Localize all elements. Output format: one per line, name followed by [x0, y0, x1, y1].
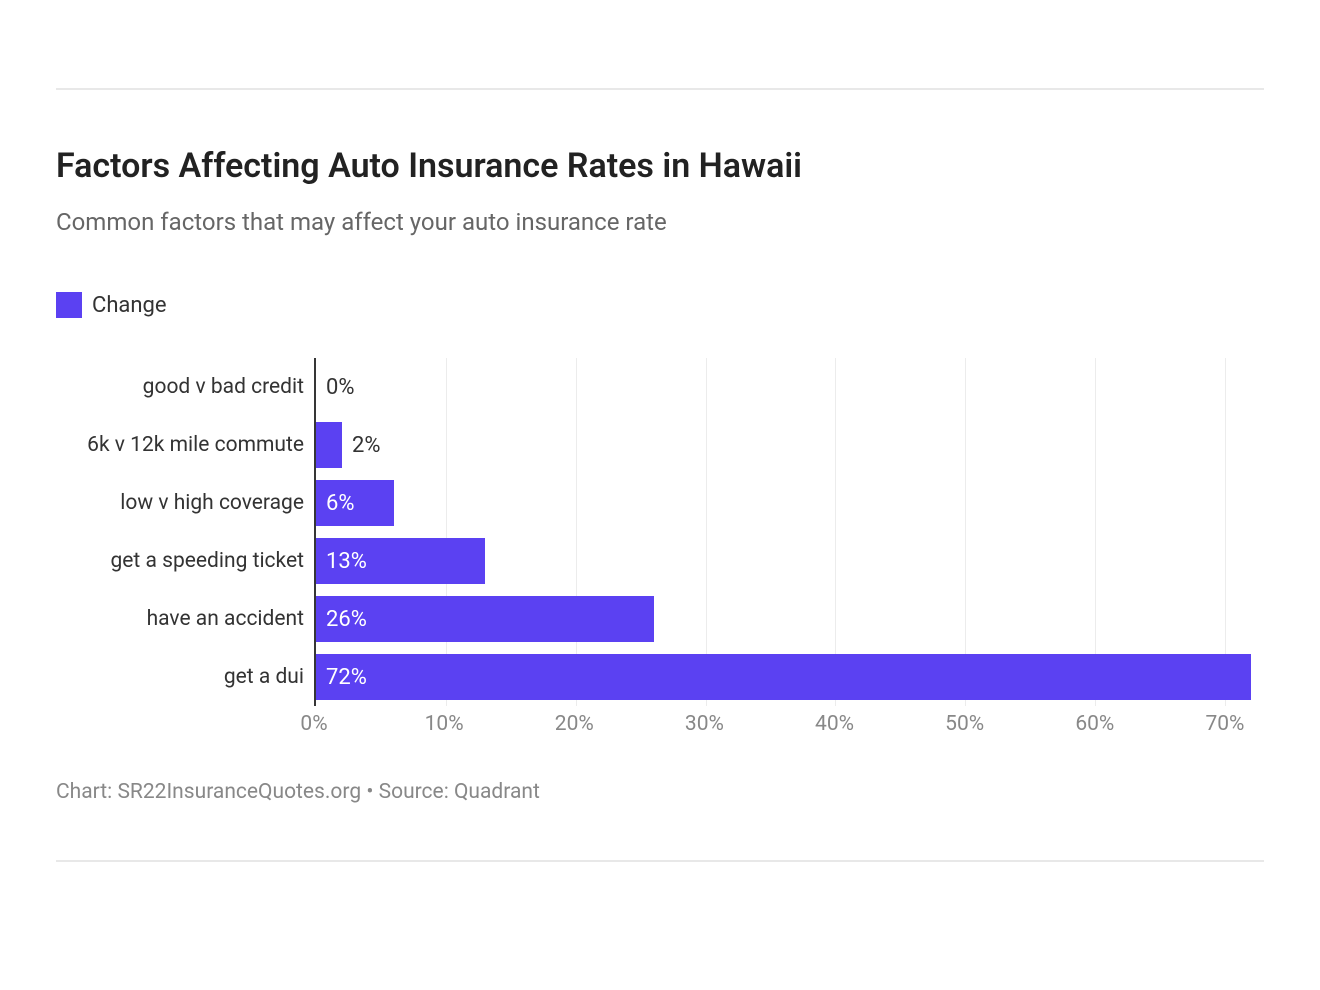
bar-value-label: 0%	[316, 375, 354, 400]
x-tick-label: 40%	[815, 712, 854, 736]
x-tick-label: 50%	[945, 712, 984, 736]
bar: 6%	[316, 480, 394, 526]
bar-value-label: 26%	[316, 607, 367, 632]
category-label: 6k v 12k mile commute	[56, 416, 304, 474]
bar-row: 13%	[316, 532, 1264, 590]
bar-row: 0%	[316, 358, 1264, 416]
legend: Change	[56, 292, 1264, 318]
bar-row: 2%	[316, 416, 1264, 474]
category-label: have an accident	[56, 590, 304, 648]
bar-value-label: 2%	[342, 433, 380, 458]
y-axis-labels: good v bad credit6k v 12k mile commutelo…	[56, 358, 314, 706]
top-divider	[56, 88, 1264, 90]
legend-label: Change	[92, 293, 167, 318]
x-axis: 0%10%20%30%40%50%60%70%	[314, 712, 1264, 752]
legend-swatch	[56, 292, 82, 318]
bar-row: 6%	[316, 474, 1264, 532]
x-tick-label: 70%	[1205, 712, 1244, 736]
chart-title: Factors Affecting Auto Insurance Rates i…	[56, 146, 1264, 186]
bar: 26%	[316, 596, 654, 642]
x-tick-label: 10%	[425, 712, 464, 736]
chart-area: good v bad credit6k v 12k mile commutelo…	[56, 358, 1264, 706]
bar-value-label: 6%	[316, 491, 354, 516]
x-tick-label: 0%	[300, 712, 327, 736]
category-label: get a dui	[56, 648, 304, 706]
x-tick-label: 60%	[1075, 712, 1114, 736]
plot-area: 0% 2% 6% 13% 26% 72%	[314, 358, 1264, 706]
category-label: get a speeding ticket	[56, 532, 304, 590]
bar: 72%	[316, 654, 1251, 700]
x-tick-label: 20%	[555, 712, 594, 736]
bar-row: 72%	[316, 648, 1264, 706]
chart-container: Factors Affecting Auto Insurance Rates i…	[0, 0, 1320, 862]
bar-value-label: 13%	[316, 549, 367, 574]
category-label: low v high coverage	[56, 474, 304, 532]
category-label: good v bad credit	[56, 358, 304, 416]
x-tick-label: 30%	[685, 712, 724, 736]
bar-value-label: 72%	[316, 665, 367, 690]
chart-subtitle: Common factors that may affect your auto…	[56, 208, 1264, 236]
chart-attribution: Chart: SR22InsuranceQuotes.org • Source:…	[56, 780, 1264, 804]
bar: 13%	[316, 538, 485, 584]
bars: 0% 2% 6% 13% 26% 72%	[316, 358, 1264, 706]
bottom-divider	[56, 860, 1264, 862]
bar	[316, 422, 342, 468]
bar-row: 26%	[316, 590, 1264, 648]
